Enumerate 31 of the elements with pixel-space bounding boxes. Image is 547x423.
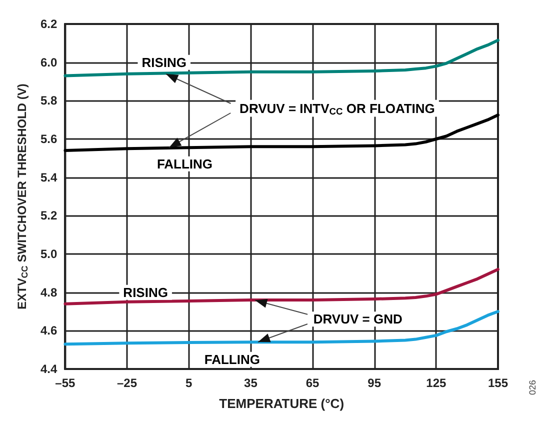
y-axis-title: EXTVCC SWITCHOVER THRESHOLD (V) [15, 84, 30, 310]
annotation: RISING [123, 284, 168, 300]
x-tick-label: 5 [186, 376, 193, 390]
x-tick-label: 35 [244, 376, 258, 390]
x-tick-label: 155 [488, 376, 508, 390]
y-tick-label: 4.6 [40, 324, 58, 338]
line-series [64, 114, 500, 152]
y-tick-label: 5.2 [40, 208, 58, 223]
y-tick-label: 4.4 [40, 362, 58, 376]
x-tick-label: 125 [426, 376, 447, 390]
y-tick-label: 4.8 [40, 285, 58, 300]
line-series [64, 268, 500, 306]
y-tick-label: 5.8 [40, 94, 58, 108]
annotation: FALLING [156, 156, 213, 172]
y-tick-label: 5.6 [40, 132, 58, 146]
line-series [64, 38, 500, 78]
y-tick-label: 6.0 [40, 55, 58, 70]
x-axis-title: TEMPERATURE (°C) [219, 396, 344, 411]
x-tick-label: –55 [55, 376, 76, 390]
x-tick-label: 65 [306, 376, 320, 390]
annotation: RISING [142, 54, 187, 70]
x-tick-label: 95 [368, 376, 382, 390]
annotation: DRVUV = GND [313, 312, 402, 327]
x-tick-label: –25 [117, 376, 138, 390]
y-tick-label: 6.2 [40, 17, 58, 31]
y-tick-label: 5.0 [40, 247, 58, 261]
line-series [64, 310, 500, 346]
y-tick-label: 5.4 [40, 170, 58, 184]
text: 026 [528, 380, 538, 395]
annotation: FALLING [204, 352, 260, 367]
annotation: DRVUV = INTVCC OR FLOATING [240, 100, 435, 116]
